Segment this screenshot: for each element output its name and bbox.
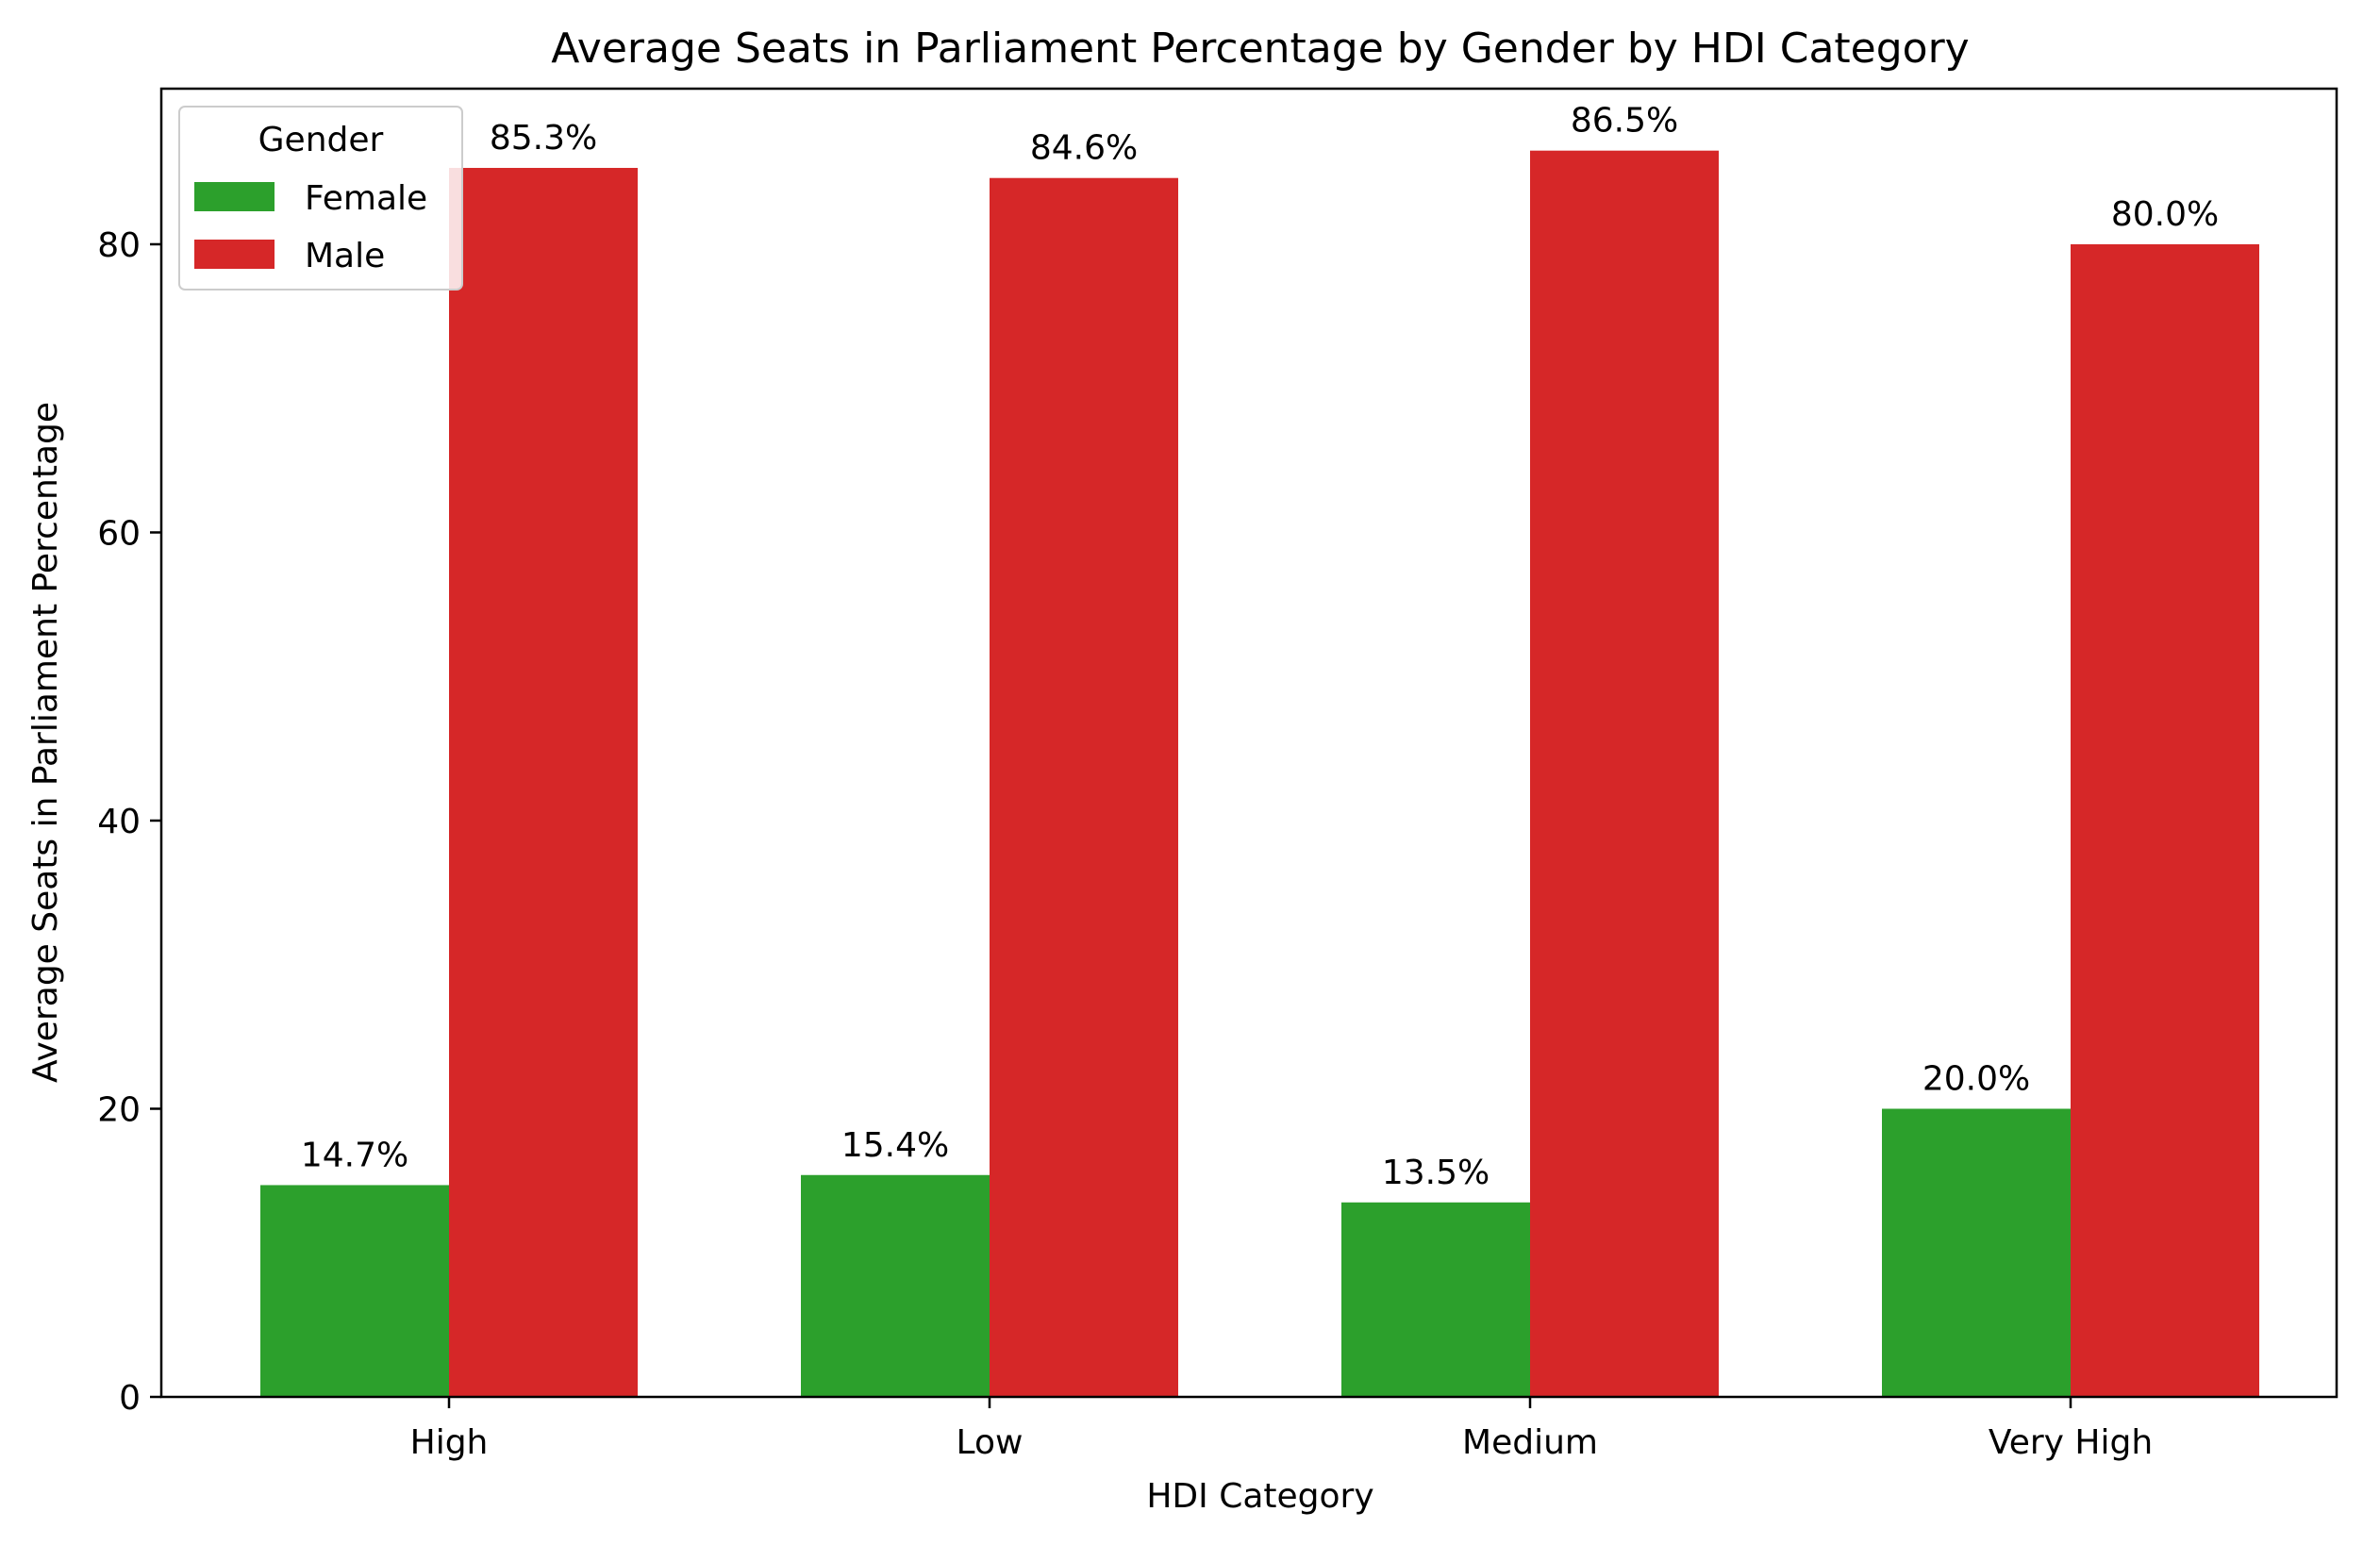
bar-male-medium (1530, 150, 1719, 1397)
x-tick-label-medium: Medium (1462, 1423, 1598, 1462)
legend: Gender Female Male (178, 106, 463, 291)
bar-female-very-high (1882, 1108, 2071, 1397)
bar-labels-layer: 14.7% 15.4% 13.5% 20.0% 85.3% 84.6% 86.5% 80.0% (301, 102, 2219, 1192)
bar-male-very-high (2071, 243, 2259, 1397)
plot-frame (159, 87, 2338, 1399)
y-tick-label-80: 80 (97, 226, 141, 265)
x-tick-label-high: High (410, 1423, 489, 1462)
bar-label-female-low: 15.4% (841, 1126, 949, 1165)
x-axis: High Low Medium Very High (410, 1397, 2153, 1462)
legend-swatch-male (194, 240, 275, 269)
x-tick-label-very-high: Very High (1989, 1423, 2153, 1462)
bar-female-high (260, 1185, 449, 1397)
bar-label-male-high: 85.3% (490, 119, 597, 158)
bar-female-low (801, 1174, 990, 1397)
bar-label-male-very-high: 80.0% (2111, 195, 2219, 234)
y-tick-label-20: 20 (97, 1090, 141, 1129)
bar-label-male-low: 84.6% (1030, 129, 1138, 168)
bars-layer (260, 150, 2259, 1398)
y-tick-label-40: 40 (97, 803, 141, 841)
y-tick-label-0: 0 (119, 1379, 141, 1418)
chart-title: Average Seats in Parliament Percentage b… (551, 25, 1969, 73)
y-axis-label: Average Seats in Parliament Percentage (26, 402, 65, 1083)
y-tick-label-60: 60 (97, 514, 141, 553)
legend-title: Gender (258, 121, 384, 159)
legend-text-male: Male (305, 237, 385, 275)
legend-swatch-female (194, 182, 275, 211)
bar-label-female-high: 14.7% (301, 1136, 408, 1174)
bar-female-medium (1341, 1202, 1530, 1397)
x-tick-label-low: Low (957, 1423, 1024, 1462)
y-axis: 0 20 40 60 80 (97, 226, 161, 1418)
bar-label-female-very-high: 20.0% (1922, 1059, 2030, 1098)
bar-male-low (990, 177, 1178, 1398)
bar-male-high (449, 168, 638, 1398)
x-axis-label: HDI Category (1146, 1477, 1373, 1516)
legend-text-female: Female (305, 179, 427, 218)
bar-label-male-medium: 86.5% (1571, 102, 1678, 141)
bar-label-female-medium: 13.5% (1382, 1154, 1490, 1192)
